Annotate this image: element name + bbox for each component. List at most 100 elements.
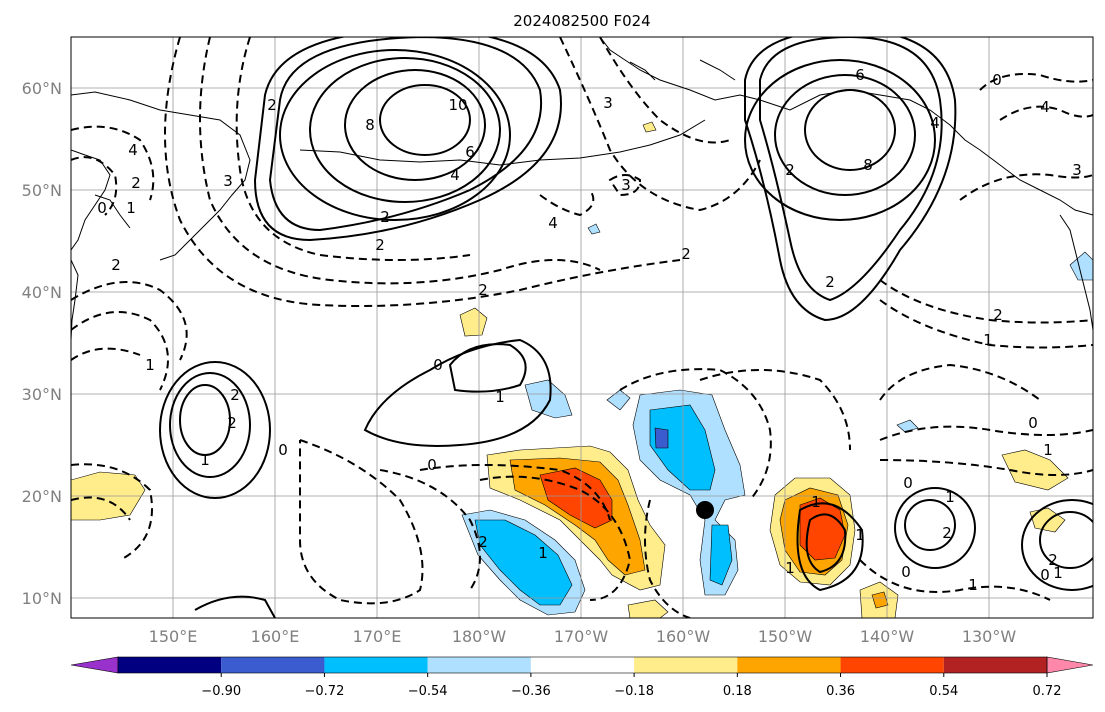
shade-central-blue <box>649 404 716 491</box>
lat-label: 40°N <box>22 283 62 302</box>
lat-label: 30°N <box>22 385 62 404</box>
contour-label: 2 <box>267 96 277 114</box>
lon-label: 170°E <box>353 627 402 646</box>
storm-center-marker <box>696 501 714 519</box>
shade-small-yellow-3 <box>1001 449 1069 491</box>
colorbar-segment <box>840 657 944 673</box>
contour-label: 2 <box>227 414 237 432</box>
contour-label: 4 <box>930 114 940 132</box>
latitude-labels: 60°N 50°N 40°N 30°N 20°N 10°N <box>22 79 62 608</box>
contour-label: 1 <box>945 488 955 506</box>
colorbar-tick-label: 0.72 <box>1033 684 1062 699</box>
lon-label: 150°E <box>149 627 198 646</box>
lon-label: 170°W <box>554 627 609 646</box>
solid-contours <box>159 37 1093 618</box>
contour-label: 2 <box>111 256 121 274</box>
lon-label: 180°W <box>452 627 507 646</box>
contour-label: 0 <box>1040 566 1050 584</box>
contour-label: 2 <box>993 306 1003 324</box>
shading-layer <box>71 121 1093 618</box>
contour-label: 0 <box>901 563 911 581</box>
shade-small-yellow-6 <box>627 599 669 618</box>
contour-label: 1 <box>983 331 993 349</box>
lon-label: 150°W <box>758 627 813 646</box>
colorbar-tick-label: −0.72 <box>305 684 345 699</box>
colorbar-segment <box>324 657 428 673</box>
plot-frame <box>70 36 1094 619</box>
colorbar-segment <box>943 657 1047 673</box>
colorbar-tick-label: −0.36 <box>511 684 551 699</box>
shade-small-blue-2 <box>606 389 631 411</box>
contour-label: 0 <box>992 71 1002 89</box>
contour-label: 2 <box>681 245 691 263</box>
contour-label: 10 <box>448 96 467 114</box>
map-title: 2024082500 F024 <box>513 12 650 30</box>
colorbar-tick-label: −0.54 <box>408 684 448 699</box>
contour-label: 2 <box>785 161 795 179</box>
contour-label: 2 <box>1048 551 1058 569</box>
lat-label: 50°N <box>22 181 62 200</box>
colorbar-tick-label: 0.54 <box>929 684 958 699</box>
contour-label: 3 <box>621 176 631 194</box>
lat-label: 20°N <box>22 487 62 506</box>
contour-label: 2 <box>230 386 240 404</box>
contour-label: 3 <box>223 172 233 190</box>
contour-label: 2 <box>131 174 141 192</box>
lon-label: 160°E <box>251 627 300 646</box>
colorbar-extend-min <box>70 656 119 674</box>
shade-central-darkblue <box>654 427 669 449</box>
shade-blue-region <box>474 519 573 606</box>
contour-label: 0 <box>433 356 443 374</box>
lon-label: 130°W <box>962 627 1017 646</box>
contour-label: 2 <box>478 281 488 299</box>
contour-label: 1 <box>811 493 821 511</box>
shade-small-orange-5 <box>871 591 889 609</box>
shade-small-yellow-1 <box>459 307 488 337</box>
contour-label: 0 <box>278 441 288 459</box>
shade-small-blue-5 <box>587 223 601 235</box>
contour-label: 8 <box>863 156 873 174</box>
dashed-contours <box>71 37 1093 618</box>
lat-label: 10°N <box>22 589 62 608</box>
contour-label: 2 <box>380 208 390 226</box>
contour-label: 6 <box>855 66 865 84</box>
contour-label: 1 <box>145 356 155 374</box>
contour-label: 0 <box>903 474 913 492</box>
contour-label: 2 <box>942 524 952 542</box>
shade-small-yellow-7 <box>642 121 657 133</box>
colorbar-tick-label: 0.36 <box>826 684 855 699</box>
longitude-labels: 150°E 160°E 170°E 180°W 170°W 160°W 150°… <box>149 627 1017 646</box>
colorbar-tick-label: 0.18 <box>723 684 752 699</box>
colorbar-segment <box>427 657 531 673</box>
colorbar-segment <box>737 657 841 673</box>
colorbar-tick-label: −0.18 <box>614 684 654 699</box>
contour-label: 1 <box>538 544 548 562</box>
contour-label: 0 <box>97 199 107 217</box>
contour-label: 3 <box>603 94 613 112</box>
colorbar-frame <box>117 656 1048 674</box>
colorbar-extend-max <box>1046 656 1094 674</box>
colorbar-segment <box>118 657 222 673</box>
shade-small-blue-1 <box>524 379 573 419</box>
contour-label: 0 <box>427 456 437 474</box>
shade-east-red <box>799 497 846 561</box>
contour-label: 8 <box>365 116 375 134</box>
contour-label: 1 <box>855 526 865 544</box>
colorbar-tick-label: −0.90 <box>201 684 241 699</box>
contour-label: 1 <box>1043 441 1053 459</box>
contour-label: 4 <box>128 141 138 159</box>
lon-label: 140°W <box>860 627 915 646</box>
contour-label: 4 <box>548 214 558 232</box>
contour-label: 4 <box>1040 98 1050 116</box>
contour-label: 3 <box>1072 161 1082 179</box>
contour-label: 1 <box>200 451 210 469</box>
contour-label: 2 <box>478 533 488 551</box>
contour-label: 1 <box>1053 564 1063 582</box>
shade-small-blue-4 <box>1069 251 1093 281</box>
lat-label: 60°N <box>22 79 62 98</box>
colorbar-segment <box>221 657 325 673</box>
contour-label: 4 <box>450 166 460 184</box>
contour-label: 2 <box>825 273 835 291</box>
